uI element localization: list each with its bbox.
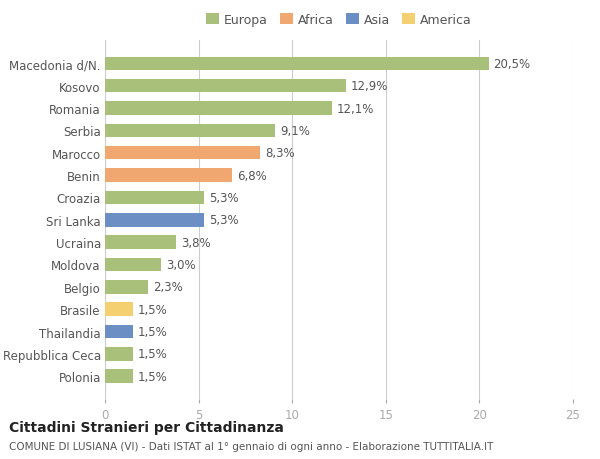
Bar <box>105 169 232 182</box>
Text: 3,8%: 3,8% <box>181 236 211 249</box>
Text: COMUNE DI LUSIANA (VI) - Dati ISTAT al 1° gennaio di ogni anno - Elaborazione TU: COMUNE DI LUSIANA (VI) - Dati ISTAT al 1… <box>9 441 493 451</box>
Bar <box>105 147 260 160</box>
Bar <box>105 80 346 93</box>
Bar <box>105 280 148 294</box>
Text: 20,5%: 20,5% <box>493 58 530 71</box>
Text: 6,8%: 6,8% <box>237 169 267 182</box>
Text: 1,5%: 1,5% <box>138 303 167 316</box>
Text: 8,3%: 8,3% <box>265 147 295 160</box>
Text: 1,5%: 1,5% <box>138 325 167 338</box>
Text: 1,5%: 1,5% <box>138 370 167 383</box>
Text: 9,1%: 9,1% <box>280 125 310 138</box>
Bar <box>105 57 489 71</box>
Bar <box>105 102 332 116</box>
Bar <box>105 213 204 227</box>
Text: 12,9%: 12,9% <box>351 80 389 93</box>
Text: Cittadini Stranieri per Cittadinanza: Cittadini Stranieri per Cittadinanza <box>9 420 284 434</box>
Bar <box>105 369 133 383</box>
Text: 3,0%: 3,0% <box>166 258 196 271</box>
Bar <box>105 347 133 361</box>
Bar <box>105 325 133 338</box>
Bar <box>105 236 176 249</box>
Text: 2,3%: 2,3% <box>153 281 182 294</box>
Bar <box>105 303 133 316</box>
Bar <box>105 258 161 272</box>
Legend: Europa, Africa, Asia, America: Europa, Africa, Asia, America <box>202 9 476 32</box>
Text: 5,3%: 5,3% <box>209 191 239 205</box>
Bar <box>105 124 275 138</box>
Text: 1,5%: 1,5% <box>138 347 167 361</box>
Text: 5,3%: 5,3% <box>209 214 239 227</box>
Text: 12,1%: 12,1% <box>336 102 374 115</box>
Bar <box>105 191 204 205</box>
